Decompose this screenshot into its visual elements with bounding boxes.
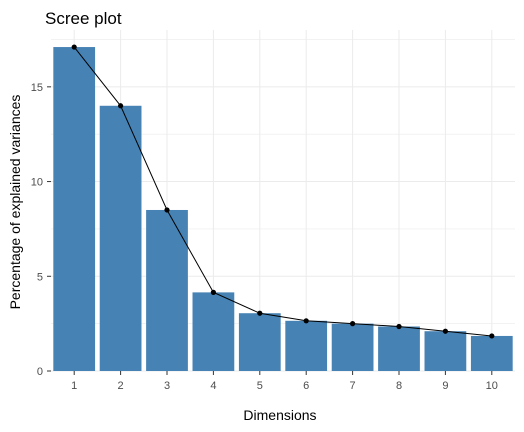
point-3 [164,207,170,213]
bar-9 [424,331,467,371]
y-tick-label-5: 5 [37,271,43,283]
point-5 [257,310,263,316]
x-tick-label-4: 4 [210,380,216,392]
point-10 [489,333,495,339]
x-tick-label-9: 9 [442,380,448,392]
point-2 [118,103,124,109]
y-axis-title: Percentage of explained variances [7,95,23,310]
point-4 [210,289,216,295]
bar-10 [470,335,513,371]
x-tick-label-3: 3 [164,380,170,392]
bar-4 [192,292,235,371]
bar-1 [53,47,96,372]
bar-7 [331,323,374,371]
x-tick-label-1: 1 [71,380,77,392]
x-tick-label-10: 10 [486,380,498,392]
point-6 [303,318,309,324]
point-1 [71,44,77,50]
x-tick-label-8: 8 [396,380,402,392]
x-tick-label-6: 6 [303,380,309,392]
bar-3 [146,209,188,371]
bar-6 [285,320,328,371]
bar-2 [99,105,142,372]
point-7 [350,321,356,327]
x-tick-label-2: 2 [118,380,124,392]
chart-title: Scree plot [45,9,122,28]
x-axis-title: Dimensions [243,407,316,423]
y-tick-label-0: 0 [37,366,43,378]
point-9 [442,328,448,334]
y-tick-label-10: 10 [31,177,43,189]
variance-line [73,46,492,337]
x-tick-label-7: 7 [350,380,356,392]
y-tick-label-15: 15 [31,82,43,94]
bar-8 [378,326,420,371]
plot-area: 0 5 10 15 1 2 3 4 5 6 7 8 9 10 [31,30,515,392]
point-8 [396,323,402,330]
x-tick-label-5: 5 [257,380,263,392]
bar-5 [238,313,281,371]
